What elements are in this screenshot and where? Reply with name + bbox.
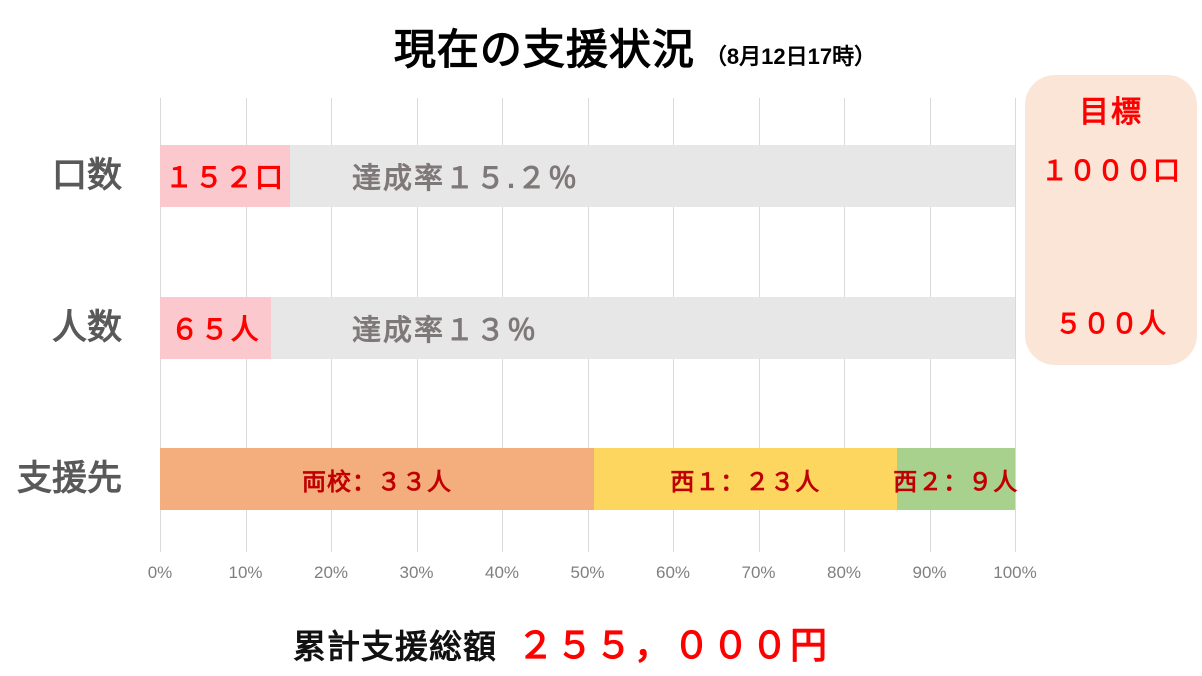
goal-heading: 目標 [1079, 96, 1143, 129]
goal-units: １０００口 [1041, 156, 1181, 186]
x-axis-tick: 50% [570, 563, 605, 582]
goal-box: 目標 １０００口 ５００人 [1025, 75, 1197, 365]
x-axis-tick: 80% [826, 563, 862, 582]
x-axis-tick: 100% [993, 563, 1037, 582]
x-axis-tick: 30% [399, 563, 434, 582]
x-axis-tick: 40% [484, 563, 520, 582]
achievement-rate-ninzu: 達成率１３％ [352, 315, 539, 347]
stacked-bar-shiensaki: 両校：３３人 西１：２３人 西２：９人 [160, 448, 1017, 510]
x-axis-tick: 20% [313, 563, 349, 582]
x-axis-tick: 60% [655, 563, 691, 582]
progress-fill-kousu: １５２口 [160, 145, 290, 207]
progress-fill-ninzu: ６５人 [160, 297, 272, 359]
total-amount-label: 累計支援総額 [293, 628, 497, 665]
progress-track-ninzu: ６５人 達成率１３％ [160, 297, 1015, 359]
x-axis: 0% 10% 20% 30% 40% 50% 60% 70% 80% 90% 1… [148, 563, 1037, 587]
category-label-kousu: 口数 [51, 156, 122, 195]
segment-nishi1: 西１：２３人 [594, 448, 897, 510]
chart-title: 現在の支援状況 （8月12日17時） [70, 16, 1200, 77]
progress-track-kousu: １５２口 達成率１５.２％ [160, 145, 1015, 207]
segment-label-ryoko: 両校：３３人 [302, 468, 453, 496]
segment-label-nishi1: 西１：２３人 [670, 468, 821, 496]
progress-value-ninzu: ６５人 [170, 314, 261, 345]
total-amount-value: ２５５，０００円 [517, 625, 829, 666]
total-amount-line: 累計支援総額 ２５５，０００円 [0, 615, 1122, 669]
chart-title-subtitle: （8月12日17時） [704, 44, 877, 69]
gridline [1015, 98, 1016, 552]
progress-value-kousu: １５２口 [164, 162, 285, 193]
x-axis-tick: 10% [228, 563, 263, 582]
category-label-shiensaki: 支援先 [16, 459, 122, 498]
category-label-ninzu: 人数 [51, 308, 122, 347]
x-axis-tick: 0% [147, 563, 173, 582]
x-axis-tick: 90% [912, 563, 947, 582]
segment-nishi2: 西２：９人 [893, 448, 1017, 510]
achievement-rate-kousu: 達成率１５.２％ [352, 163, 580, 195]
segment-label-nishi2: 西２：９人 [893, 468, 1019, 496]
segment-ryoko: 両校：３３人 [160, 448, 595, 510]
goal-people: ５００人 [1055, 309, 1167, 339]
chart-title-main: 現在の支援状況 [393, 26, 695, 73]
x-axis-tick: 70% [741, 563, 776, 582]
